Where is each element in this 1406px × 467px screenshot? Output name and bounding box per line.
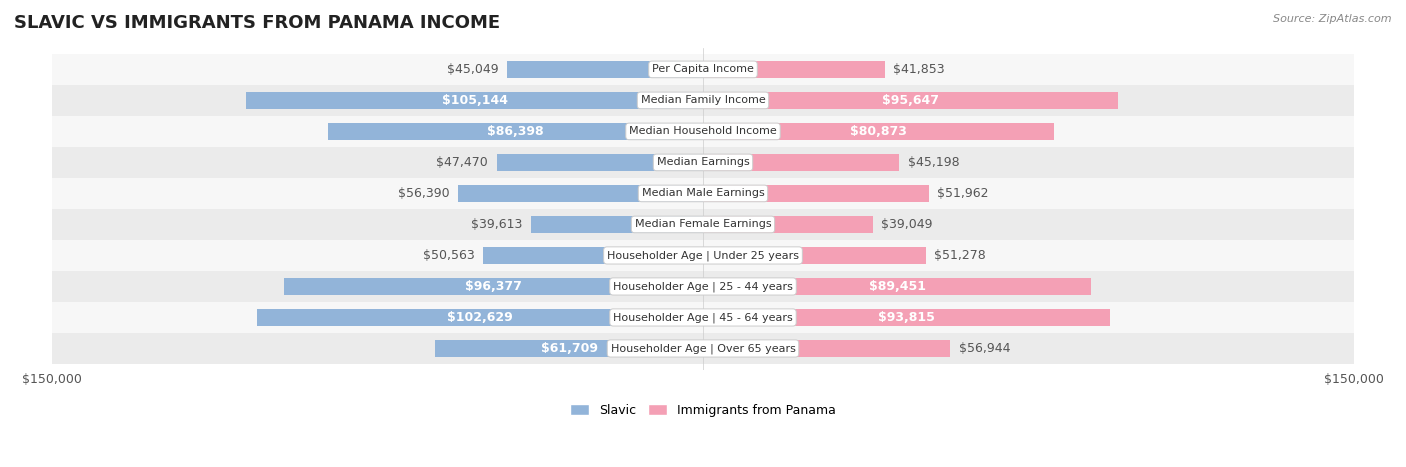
Text: Median Male Earnings: Median Male Earnings — [641, 188, 765, 198]
Bar — [703, 185, 929, 202]
Text: $93,815: $93,815 — [879, 311, 935, 324]
Bar — [531, 216, 703, 233]
Text: $51,962: $51,962 — [938, 187, 988, 200]
Bar — [52, 85, 1354, 116]
Bar — [434, 340, 703, 357]
Text: $56,944: $56,944 — [959, 342, 1011, 355]
Text: Median Family Income: Median Family Income — [641, 95, 765, 106]
Bar — [484, 247, 703, 264]
Bar — [703, 123, 1054, 140]
Text: $89,451: $89,451 — [869, 280, 925, 293]
Text: $45,049: $45,049 — [447, 63, 499, 76]
Text: Median Earnings: Median Earnings — [657, 157, 749, 168]
Bar — [703, 216, 873, 233]
Text: $61,709: $61,709 — [540, 342, 598, 355]
Bar — [328, 123, 703, 140]
Text: Householder Age | 25 - 44 years: Householder Age | 25 - 44 years — [613, 281, 793, 292]
Bar — [52, 333, 1354, 364]
Bar — [458, 185, 703, 202]
Bar — [496, 154, 703, 171]
Bar — [52, 116, 1354, 147]
Bar — [703, 340, 950, 357]
Text: Median Household Income: Median Household Income — [628, 127, 778, 136]
Bar — [52, 54, 1354, 85]
Text: Householder Age | 45 - 64 years: Householder Age | 45 - 64 years — [613, 312, 793, 323]
Text: $102,629: $102,629 — [447, 311, 513, 324]
Bar — [703, 247, 925, 264]
Text: $50,563: $50,563 — [423, 249, 475, 262]
Text: $95,647: $95,647 — [882, 94, 939, 107]
Bar — [246, 92, 703, 109]
Text: Per Capita Income: Per Capita Income — [652, 64, 754, 74]
Text: $39,049: $39,049 — [882, 218, 932, 231]
Text: $96,377: $96,377 — [465, 280, 522, 293]
Text: $51,278: $51,278 — [935, 249, 986, 262]
Bar — [52, 240, 1354, 271]
Text: $86,398: $86,398 — [486, 125, 544, 138]
Bar — [52, 302, 1354, 333]
Bar — [703, 154, 900, 171]
Text: Householder Age | Under 25 years: Householder Age | Under 25 years — [607, 250, 799, 261]
Bar — [703, 92, 1118, 109]
Text: $45,198: $45,198 — [908, 156, 960, 169]
Text: $105,144: $105,144 — [441, 94, 508, 107]
Text: $56,390: $56,390 — [398, 187, 450, 200]
Bar — [52, 147, 1354, 178]
Text: Householder Age | Over 65 years: Householder Age | Over 65 years — [610, 343, 796, 354]
Bar — [284, 278, 703, 295]
Text: $39,613: $39,613 — [471, 218, 522, 231]
Bar — [257, 309, 703, 326]
Bar — [703, 61, 884, 78]
Bar — [508, 61, 703, 78]
Text: $80,873: $80,873 — [851, 125, 907, 138]
Text: $47,470: $47,470 — [436, 156, 488, 169]
Text: SLAVIC VS IMMIGRANTS FROM PANAMA INCOME: SLAVIC VS IMMIGRANTS FROM PANAMA INCOME — [14, 14, 501, 32]
Bar — [52, 209, 1354, 240]
Text: $41,853: $41,853 — [893, 63, 945, 76]
Text: Source: ZipAtlas.com: Source: ZipAtlas.com — [1274, 14, 1392, 24]
Legend: Slavic, Immigrants from Panama: Slavic, Immigrants from Panama — [565, 399, 841, 422]
Bar — [52, 271, 1354, 302]
Bar — [52, 178, 1354, 209]
Text: Median Female Earnings: Median Female Earnings — [634, 219, 772, 229]
Bar — [703, 309, 1111, 326]
Bar — [703, 278, 1091, 295]
